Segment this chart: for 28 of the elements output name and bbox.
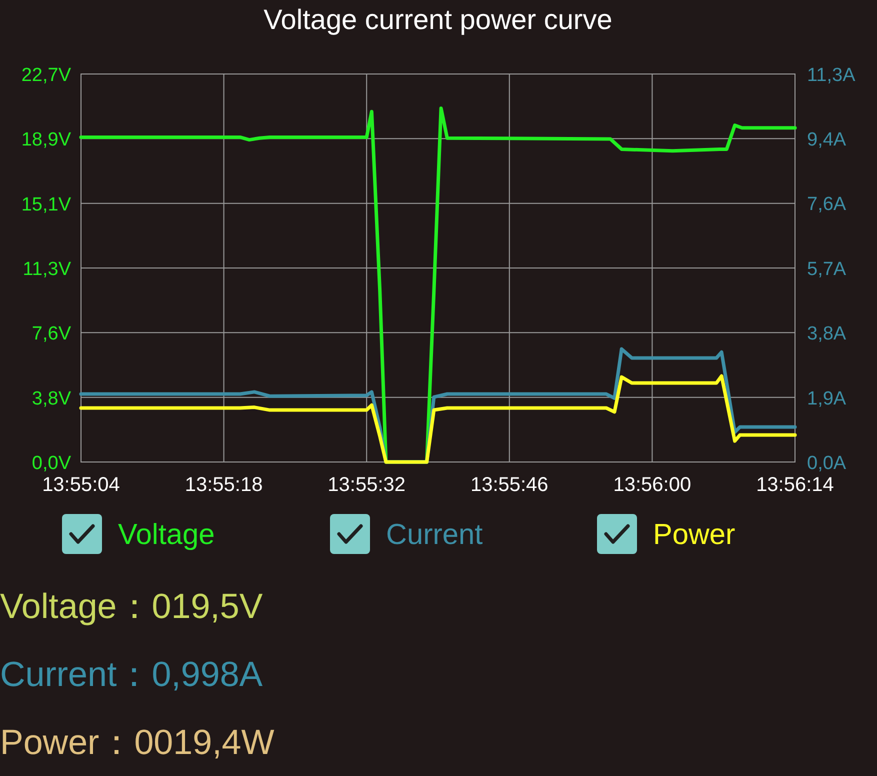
text: Power：0019,4W [0,723,274,762]
y-tick-label: 11,3V [22,259,72,280]
x-tick-label: 13:55:32 [328,474,406,496]
line-series [79,374,797,464]
chart-title: Voltage current power curve [264,4,612,35]
y-tick-label: 18,9V [21,130,72,151]
y2-tick-label: 3,8A [807,324,846,345]
y2-tick-label: 11,3A [807,65,856,86]
y-tick-label: 22,7V [21,65,72,86]
y-tick-label: 7,6V [32,324,72,345]
text: Current：0,998A [0,655,264,694]
y2-tick-label: 7,6A [807,194,846,215]
text: Power [653,519,736,551]
series-label: Current [386,519,483,551]
x-tick-label: 13:55:18 [184,474,263,496]
x-tick-label: 13:56:14 [756,474,834,496]
text: Voltage：019,5V [0,587,264,626]
text: Voltage [118,519,215,551]
y2-tick-label: 0,0A [807,453,846,474]
x-tick-label: 13:55:46 [470,474,548,496]
x-tick-label: 13:56:00 [613,474,692,496]
y-tick-label: 3,8V [32,388,72,410]
y2-tick-label: 5,7A [807,259,846,280]
y-tick-label: 15,1V [21,194,72,216]
y-tick-label: 0,0V [32,453,72,474]
y2-tick-label: 1,9A [807,388,846,410]
x-tick-label: 13:55:04 [42,474,120,496]
y2-tick-label: 9,4A [807,130,846,151]
